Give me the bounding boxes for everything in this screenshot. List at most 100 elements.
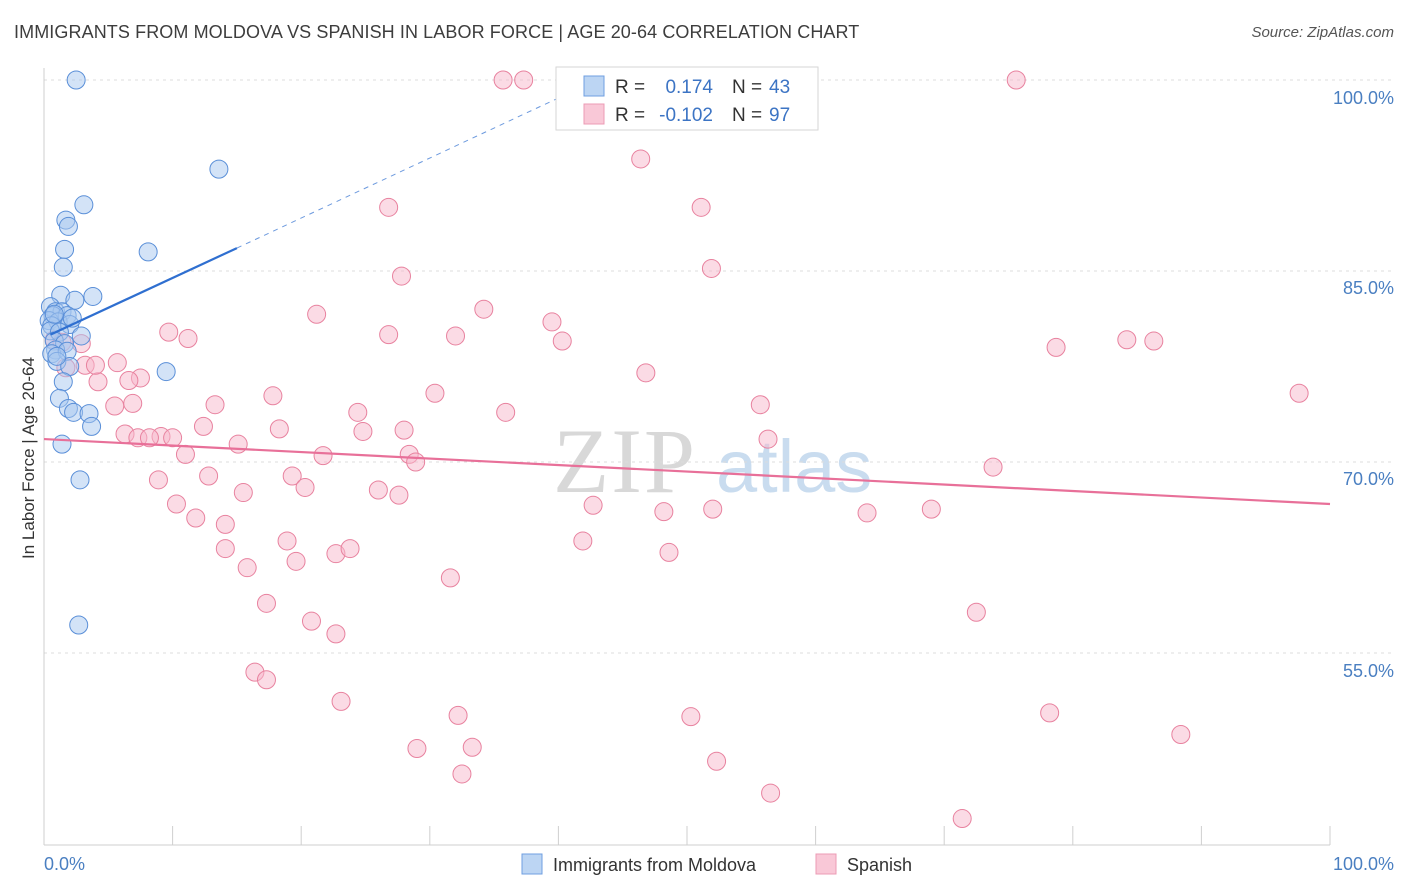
spanish-point-62 xyxy=(703,499,723,519)
spanish-point-4 xyxy=(379,197,399,217)
moldova-point-31 xyxy=(53,372,73,392)
spanish-point-23 xyxy=(107,353,127,373)
spanish-point-13 xyxy=(379,325,399,345)
moldova-point-1 xyxy=(209,159,229,179)
y-tick-label-55: 55.0% xyxy=(1343,661,1394,681)
spanish-point-5 xyxy=(691,197,711,217)
spanish-point-48 xyxy=(313,446,333,466)
spanish-point-90 xyxy=(452,764,472,784)
spanish-point-12 xyxy=(178,328,198,348)
spanish-point-83 xyxy=(448,705,468,725)
spanish-point-91 xyxy=(761,783,781,803)
spanish-point-18 xyxy=(1144,331,1164,351)
spanish-point-66 xyxy=(215,514,235,534)
spanish-point-8 xyxy=(307,304,327,324)
legend-n-label-blue: N = xyxy=(732,77,762,98)
spanish-point-55 xyxy=(295,477,315,497)
spanish-point-82 xyxy=(331,691,351,711)
spanish-point-28 xyxy=(263,386,283,406)
spanish-point-39 xyxy=(353,421,373,441)
spanish-point-74 xyxy=(237,558,257,578)
x-tick-label-max: 100.0% xyxy=(1333,854,1394,874)
spanish-point-79 xyxy=(326,624,346,644)
spanish-point-36 xyxy=(348,402,368,422)
spanish-point-63 xyxy=(857,503,877,523)
spanish-point-31 xyxy=(105,396,125,416)
spanish-point-26 xyxy=(119,371,139,391)
moldova-point-2 xyxy=(74,195,94,215)
spanish-point-45 xyxy=(758,429,778,449)
legend-r-value-blue: 0.174 xyxy=(665,77,713,98)
moldova-point-41 xyxy=(44,304,64,324)
spanish-point-11 xyxy=(159,322,179,342)
spanish-point-3 xyxy=(631,149,651,169)
watermark-zip: ZIP xyxy=(553,410,697,512)
spanish-point-60 xyxy=(583,495,603,515)
spanish-point-42 xyxy=(163,428,183,448)
spanish-point-69 xyxy=(340,539,360,559)
y-tick-label-70: 70.0% xyxy=(1343,469,1394,489)
spanish-point-51 xyxy=(983,457,1003,477)
spanish-point-52 xyxy=(148,470,168,490)
legend-n-value-blue: 43 xyxy=(769,77,790,98)
trend-lines xyxy=(43,79,1331,506)
moldova-trend-line xyxy=(49,247,238,336)
spanish-point-50 xyxy=(406,452,426,472)
spanish-point-72 xyxy=(659,542,679,562)
moldova-point-0 xyxy=(66,70,86,90)
y-axis-label: In Labor Force | Age 20-64 xyxy=(19,357,38,559)
legend-n-label-pink: N = xyxy=(732,105,762,126)
y-tick-label-100: 100.0% xyxy=(1333,88,1394,108)
chart-title: IMMIGRANTS FROM MOLDOVA VS SPANISH IN LA… xyxy=(14,22,860,42)
moldova-point-6 xyxy=(138,242,158,262)
moldova-point-7 xyxy=(53,257,73,277)
moldova-point-40 xyxy=(47,346,67,366)
spanish-point-87 xyxy=(407,739,427,758)
moldova-point-38 xyxy=(70,470,90,490)
spanish-point-93 xyxy=(514,70,534,90)
spanish-point-75 xyxy=(440,568,460,588)
spanish-point-54 xyxy=(282,466,302,486)
spanish-point-47 xyxy=(175,444,195,464)
series-legend: Immigrants from Moldova Spanish xyxy=(521,853,912,875)
legend-r-label-blue: R = xyxy=(615,77,645,98)
spanish-point-70 xyxy=(573,531,593,551)
spanish-point-17 xyxy=(1117,330,1137,350)
spanish-point-85 xyxy=(1040,703,1060,723)
spanish-point-37 xyxy=(193,416,213,436)
legend-r-label-pink: R = xyxy=(615,105,645,126)
axes xyxy=(43,68,1331,846)
spanish-point-33 xyxy=(205,395,225,415)
spanish-point-65 xyxy=(186,508,206,528)
spanish-point-32 xyxy=(123,393,143,413)
spanish-point-15 xyxy=(552,331,572,351)
spanish-point-64 xyxy=(921,499,941,519)
spanish-point-89 xyxy=(707,751,727,771)
bottom-legend-swatch-blue xyxy=(521,853,543,875)
spanish-point-2 xyxy=(1006,70,1026,90)
spanish-point-53 xyxy=(199,466,219,486)
spanish-point-9 xyxy=(474,299,494,319)
moldova-point-36 xyxy=(82,416,102,436)
spanish-point-67 xyxy=(277,531,297,551)
y-tick-label-85: 85.0% xyxy=(1343,278,1394,298)
spanish-point-61 xyxy=(654,502,674,522)
correlation-legend: R = 0.174 N = 43 R = -0.102 N = 97 xyxy=(555,66,819,131)
spanish-point-14 xyxy=(446,326,466,346)
legend-r-value-pink: -0.102 xyxy=(659,105,713,126)
bottom-legend-label-blue: Immigrants from Moldova xyxy=(553,855,757,875)
legend-swatch-blue xyxy=(583,75,605,97)
moldova-point-8 xyxy=(83,286,103,306)
spanish-point-84 xyxy=(681,707,701,727)
spanish-point-86 xyxy=(1171,724,1191,744)
spanish-trend-line xyxy=(43,437,1331,506)
moldova-points xyxy=(39,70,229,635)
spanish-point-81 xyxy=(256,670,276,690)
spanish-point-73 xyxy=(286,551,306,571)
moldova-point-5 xyxy=(55,239,75,259)
spanish-point-58 xyxy=(389,485,409,505)
spanish-point-16 xyxy=(1046,337,1066,357)
spanish-point-34 xyxy=(496,402,516,422)
spanish-point-0 xyxy=(493,70,513,90)
